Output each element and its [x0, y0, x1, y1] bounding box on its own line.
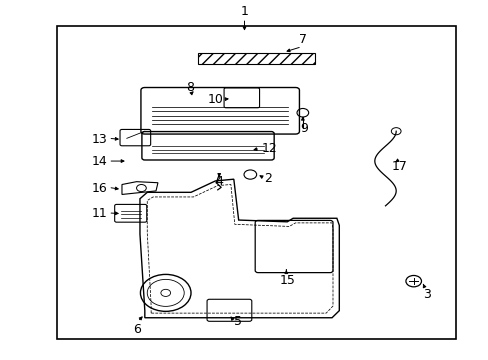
Text: 4: 4 [215, 175, 223, 188]
Text: 15: 15 [279, 274, 295, 287]
Text: 10: 10 [207, 93, 223, 106]
Text: 3: 3 [422, 288, 430, 301]
Text: 11: 11 [91, 207, 107, 220]
Text: 13: 13 [91, 132, 107, 145]
Bar [198, 53, 314, 64]
Text: 14: 14 [91, 155, 107, 168]
Text: 16: 16 [91, 181, 107, 194]
Text: 9: 9 [299, 122, 307, 135]
Bar [57, 26, 455, 339]
Text: 5: 5 [233, 315, 241, 328]
Text: 8: 8 [185, 81, 194, 94]
Text: 7: 7 [298, 33, 306, 46]
Text: 1: 1 [240, 5, 248, 18]
Text: 2: 2 [264, 172, 271, 185]
Text: 12: 12 [261, 143, 277, 156]
Text: 17: 17 [391, 160, 407, 174]
Text: 6: 6 [133, 323, 141, 336]
